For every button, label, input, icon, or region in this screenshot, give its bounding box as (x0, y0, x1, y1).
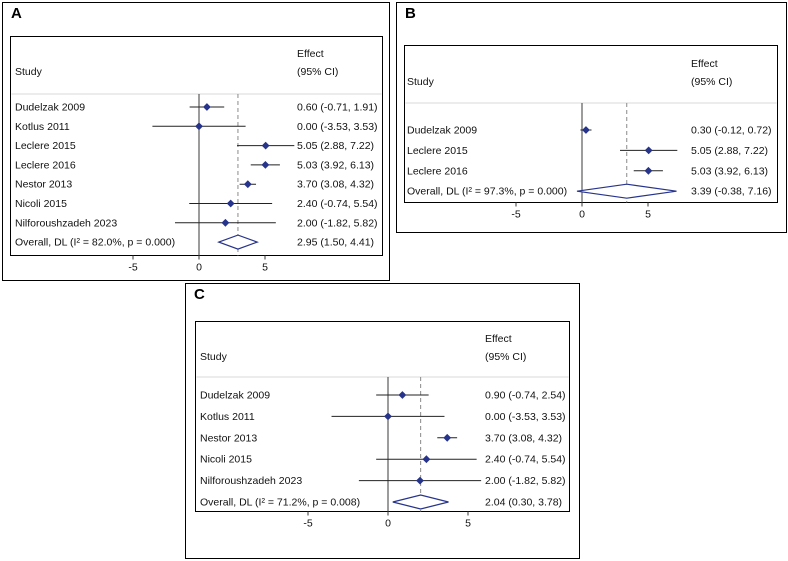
point-estimate-marker (443, 433, 452, 442)
point-estimate-marker (203, 103, 211, 111)
effect-value: 3.70 (3.08, 4.32) (297, 179, 374, 191)
forest-plot-c-svg: Effect (95% CI) Study Dudelzak 2009 0.90 (-0… (195, 321, 570, 530)
effect-ci-column-header: (95% CI) (485, 351, 526, 363)
effect-value: 5.05 (2.88, 7.22) (297, 140, 374, 152)
point-estimate-marker (582, 126, 590, 134)
point-estimate-marker (195, 122, 203, 131)
study-label: Leclere 2016 (15, 159, 76, 171)
study-column-header: Study (15, 66, 43, 78)
effect-value: 2.04 (0.30, 3.78) (485, 497, 562, 509)
point-estimate-marker (398, 391, 407, 399)
point-estimate-marker (261, 160, 270, 169)
point-estimate-marker (221, 218, 230, 227)
point-estimate-marker (226, 199, 235, 208)
axis-tick-label: 0 (385, 518, 391, 530)
study-label: Dudelzak 2009 (200, 390, 270, 402)
axis-tick-label: 5 (465, 518, 471, 530)
panel-label-a: A (11, 5, 22, 22)
forest-plot-a-svg: Effect (95% CI) Study Dudelzak 2009 0.60 (-0… (10, 36, 383, 274)
effect-column-header: Effect (297, 48, 324, 60)
study-label: Leclere 2015 (15, 140, 76, 152)
study-label: Nicoli 2015 (200, 454, 252, 466)
effect-value: 3.39 (-0.38, 7.16) (691, 186, 772, 198)
study-label: Kotlus 2011 (200, 411, 255, 423)
effect-value: 2.00 (-1.82, 5.82) (297, 217, 378, 229)
panel-label-b: B (405, 5, 416, 22)
effect-value: 2.40 (-0.74, 5.54) (485, 454, 566, 466)
study-label: Leclere 2015 (407, 145, 468, 157)
point-estimate-marker (261, 141, 270, 150)
effect-value: 5.03 (3.92, 6.13) (297, 159, 374, 171)
effect-value: 0.00 (-3.53, 3.53) (485, 411, 566, 423)
study-label: Nilforoushzadeh 2023 (200, 475, 302, 487)
study-label: Nestor 2013 (15, 179, 72, 191)
plot-frame (404, 45, 778, 203)
study-label: Nicoli 2015 (15, 198, 67, 210)
forest-plot-panel-b: B Effect (95% CI) Study Dudelzak 2009 0.30 (… (396, 2, 787, 233)
overall-diamond (217, 234, 259, 250)
study-label: Dudelzak 2009 (407, 125, 477, 137)
point-estimate-marker (422, 455, 431, 464)
effect-value: 2.00 (-1.82, 5.82) (485, 475, 566, 487)
study-label: Overall, DL (I² = 82.0%, p = 0.000) (15, 237, 175, 249)
effect-value: 0.90 (-0.74, 2.54) (485, 390, 566, 402)
effect-value: 0.60 (-0.71, 1.91) (297, 102, 378, 114)
effect-value: 3.70 (3.08, 4.32) (485, 432, 562, 444)
effect-value: 2.40 (-0.74, 5.54) (297, 198, 378, 210)
study-label: Overall, DL (I² = 97.3%, p = 0.000) (407, 186, 567, 198)
point-estimate-marker (644, 146, 653, 155)
axis-tick-label: 0 (579, 209, 585, 221)
axis-tick-label: 5 (262, 262, 268, 274)
forest-plot-panel-c: C Effect (95% CI) Study Dudelzak 2009 0.90 (… (185, 283, 580, 559)
overall-diamond (392, 494, 449, 510)
study-column-header: Study (407, 76, 435, 88)
overall-diamond (576, 183, 677, 199)
forest-plot-panel-a: A Effect (95% CI) Study Dudelzak 2009 0.60 (… (2, 2, 390, 281)
point-estimate-marker (644, 166, 653, 175)
point-estimate-marker (384, 412, 392, 421)
study-label: Overall, DL (I² = 71.2%, p = 0.008) (200, 497, 360, 509)
study-label: Leclere 2016 (407, 165, 468, 177)
study-label: Dudelzak 2009 (15, 102, 85, 114)
study-column-header: Study (200, 351, 228, 363)
axis-tick-label: 0 (196, 262, 202, 274)
axis-tick-label: 5 (645, 209, 651, 221)
axis-tick-label: -5 (128, 262, 137, 274)
study-label: Nilforoushzadeh 2023 (15, 217, 117, 229)
effect-value: 0.30 (-0.12, 0.72) (691, 125, 772, 137)
effect-value: 5.03 (3.92, 6.13) (691, 165, 768, 177)
effect-value: 0.00 (-3.53, 3.53) (297, 121, 378, 133)
effect-ci-column-header: (95% CI) (691, 76, 732, 88)
study-label: Nestor 2013 (200, 432, 257, 444)
effect-column-header: Effect (485, 333, 512, 345)
study-label: Kotlus 2011 (15, 121, 70, 133)
plot-frame (195, 321, 570, 512)
point-estimate-marker (243, 180, 252, 189)
effect-column-header: Effect (691, 58, 718, 70)
plot-frame (10, 36, 383, 256)
point-estimate-marker (416, 476, 424, 485)
effect-value: 2.95 (1.50, 4.41) (297, 237, 374, 249)
axis-tick-label: -5 (303, 518, 312, 530)
panel-label-c: C (194, 286, 205, 303)
effect-value: 5.05 (2.88, 7.22) (691, 145, 768, 157)
axis-tick-label: -5 (511, 209, 520, 221)
effect-ci-column-header: (95% CI) (297, 66, 338, 78)
forest-plot-b-svg: Effect (95% CI) Study Dudelzak 2009 0.30 (-0… (404, 45, 778, 221)
